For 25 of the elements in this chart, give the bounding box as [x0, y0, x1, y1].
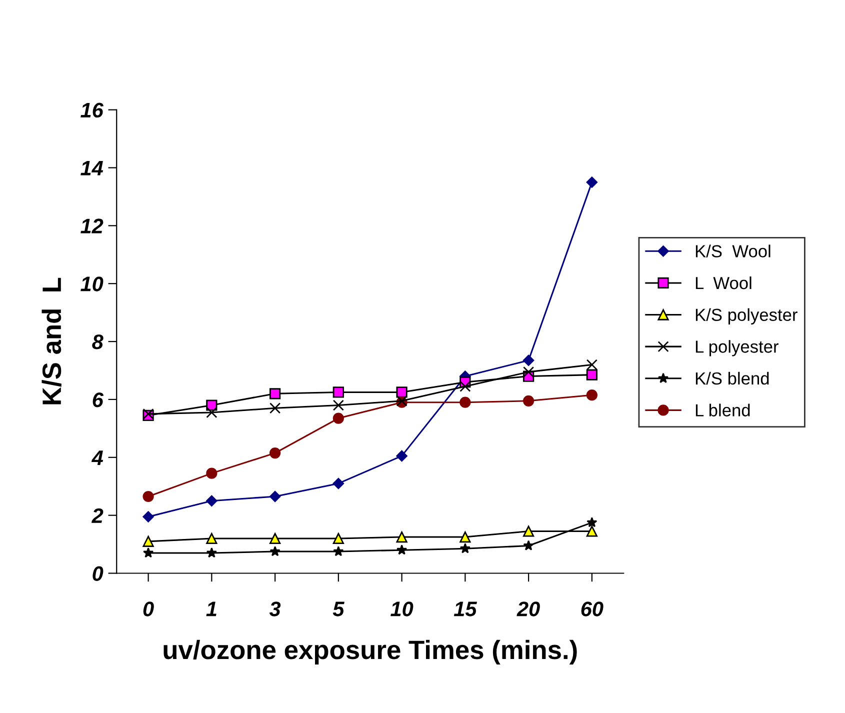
x-tick-label: 60 — [581, 602, 604, 616]
y-tick-label: 14 — [80, 160, 104, 176]
y-tick-label: 2 — [92, 508, 104, 523]
y-tick-label: 4 — [91, 450, 104, 465]
y-tick-label: 12 — [80, 218, 104, 234]
y-tick-label: 0 — [92, 566, 104, 582]
legend-label: K/S polyester — [696, 308, 798, 324]
x-tick-label: 3 — [269, 602, 281, 616]
legend-label: K/S blend — [696, 372, 769, 385]
x-tick-label: 1 — [206, 602, 216, 616]
x-tick-label: 0 — [143, 602, 154, 616]
x-tick-label: 10 — [390, 602, 414, 616]
legend-label: L blend — [696, 404, 750, 416]
y-axis-title: K/S and L — [42, 278, 62, 404]
legend-label: L polyester — [696, 340, 778, 356]
y-tick-label: 16 — [80, 102, 104, 118]
y-tick-label: 10 — [80, 276, 104, 292]
x-tick-label: 5 — [332, 602, 344, 616]
legend-label: K/S Wool — [696, 244, 770, 258]
y-tick-label: 8 — [92, 334, 104, 350]
x-tick-label: 20 — [516, 602, 540, 616]
legend-label: L Wool — [696, 276, 752, 290]
x-tick-label: 15 — [454, 602, 478, 616]
x-axis-title: uv/ozone exposure Times (mins.) — [164, 640, 577, 664]
y-tick-label: 6 — [92, 392, 104, 408]
